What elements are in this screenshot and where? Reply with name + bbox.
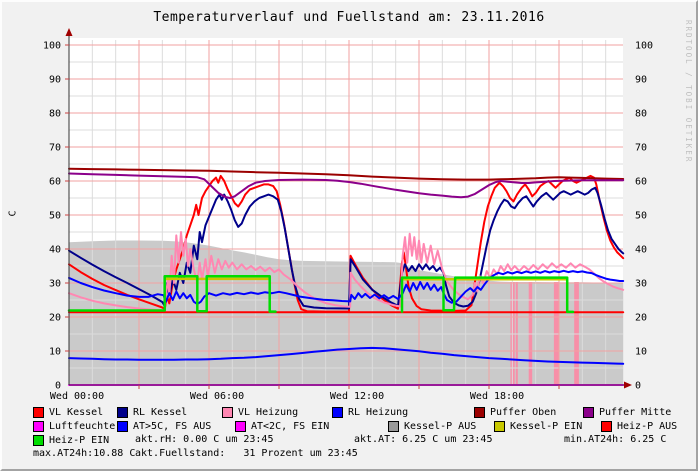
legend-swatch-heiz-p-ein bbox=[33, 434, 44, 446]
y-tick-label-left: 10 bbox=[49, 347, 61, 358]
x-tick-label: Wed 00:00 bbox=[50, 391, 104, 402]
legend-item-vl-kessel: VL Kessel bbox=[33, 406, 103, 418]
x-tick-label: Wed 18:00 bbox=[470, 391, 524, 402]
stat-min-at24h: min.AT24h: 6.25 C bbox=[564, 434, 667, 445]
y-tick-label-right: 70 bbox=[635, 143, 647, 154]
y-tick-label-right: 30 bbox=[635, 279, 647, 290]
y-tick-label-left: 50 bbox=[49, 211, 61, 222]
series-puffer-oben bbox=[68, 167, 625, 181]
y-tick-label-right: 10 bbox=[635, 347, 647, 358]
chart-title: Temperaturverlauf und Fuellstand am: 23.… bbox=[153, 10, 545, 25]
y-tick-label-right: 0 bbox=[635, 381, 641, 392]
y-tick-label-right: 100 bbox=[635, 41, 653, 52]
legend-label: RL Kessel bbox=[133, 406, 188, 418]
legend-item-kessel-p-ein: Kessel-P EIN bbox=[494, 420, 582, 432]
legend-item-heiz-p-aus: Heiz-P AUS bbox=[601, 420, 677, 432]
x-tick-label: Wed 12:00 bbox=[330, 391, 384, 402]
y-tick-label-left: 90 bbox=[49, 75, 61, 86]
legend-item-rl-heizung: RL Heizung bbox=[332, 406, 408, 418]
y-tick-label-right: 50 bbox=[635, 211, 647, 222]
legend-item-rl-kessel: RL Kessel bbox=[117, 406, 187, 418]
x-axis-arrow bbox=[624, 381, 632, 389]
rrdtool-watermark: RRDTOOL / TOBI OETIKER bbox=[684, 20, 693, 164]
y-axis-arrow bbox=[65, 28, 73, 36]
stat-akt-at: akt.AT: 6.25 C um 23:45 bbox=[354, 434, 493, 445]
legend-item-heiz-p-ein: Heiz-P EIN bbox=[33, 434, 109, 446]
legend-item-kessel-p-aus: Kessel-P AUS bbox=[388, 420, 476, 432]
legend-label: Heiz-P EIN bbox=[49, 434, 110, 446]
chart-canvas: 0 0 10 10 20 20 30 30 40 40 50 50 60 60 70 70 80 80 90 90 10… bbox=[43, 28, 653, 402]
series-vl-heizung bbox=[68, 231, 625, 312]
y-tick-label-right: 80 bbox=[635, 109, 647, 120]
y-tick-label-left: 70 bbox=[49, 143, 61, 154]
legend-label: Puffer Oben bbox=[490, 406, 557, 418]
legend-swatch-puffer-mitte bbox=[583, 406, 594, 418]
y-tick-label-right: 20 bbox=[635, 313, 647, 324]
y-tick-label-left: 0 bbox=[55, 381, 61, 392]
legend-item-vl-heizung: VL Heizung bbox=[222, 406, 298, 418]
series-rl-kessel bbox=[68, 186, 625, 310]
y-tick-label-left: 100 bbox=[43, 41, 61, 52]
legend-swatch-at-5c-fs-aus bbox=[117, 420, 128, 432]
legend-label: VL Kessel bbox=[49, 406, 104, 418]
legend-label: Kessel-P EIN bbox=[510, 420, 583, 432]
legend-label: VL Heizung bbox=[238, 406, 299, 418]
series-heiz-p-ein bbox=[67, 274, 277, 313]
y-tick-label-left: 40 bbox=[49, 245, 61, 256]
series-rl-heizung bbox=[68, 269, 625, 306]
y-tick-label-left: 20 bbox=[49, 313, 61, 324]
legend-swatch-vl-kessel bbox=[33, 406, 44, 418]
series-heiz-p-ein bbox=[400, 276, 575, 314]
legend-label: Luftfeuchte bbox=[49, 420, 116, 432]
legend-label: AT<2C, FS EIN bbox=[251, 420, 330, 432]
stat-max-at24h: max.AT24h:10.88 C bbox=[33, 448, 136, 459]
legend-swatch-kessel-p-ein bbox=[494, 420, 505, 432]
legend-label: Puffer Mitte bbox=[599, 406, 672, 418]
legend-swatch-rl-kessel bbox=[117, 406, 128, 418]
legend-item-puffer-mitte: Puffer Mitte bbox=[583, 406, 671, 418]
legend-label: AT>5C, FS AUS bbox=[133, 420, 212, 432]
legend-swatch-vl-heizung bbox=[222, 406, 233, 418]
legend-label: Kessel-P AUS bbox=[404, 420, 477, 432]
y-tick-label-right: 60 bbox=[635, 177, 647, 188]
stat-akt-fuellstand: akt.Fuellstand: 31 Prozent um 23:45 bbox=[135, 448, 358, 459]
legend-label: RL Heizung bbox=[348, 406, 409, 418]
stat-akt-rh: akt.rH: 0.00 C um 23:45 bbox=[135, 434, 274, 445]
y-tick-label-right: 40 bbox=[635, 245, 647, 256]
series-puffer-mitte bbox=[68, 172, 625, 199]
y-tick-label-right: 90 bbox=[635, 75, 647, 86]
legend-swatch-puffer-oben bbox=[474, 406, 485, 418]
legend-label: Heiz-P AUS bbox=[617, 420, 678, 432]
legend-item-at-2c-fs-ein: AT<2C, FS EIN bbox=[235, 420, 329, 432]
legend-swatch-rl-heizung bbox=[332, 406, 343, 418]
legend-swatch-heiz-p-aus bbox=[601, 420, 612, 432]
y-tick-label-left: 30 bbox=[49, 279, 61, 290]
legend-item-at-5c-fs-aus: AT>5C, FS AUS bbox=[117, 420, 211, 432]
series-at-aussentemperatur bbox=[68, 346, 625, 365]
legend-item-puffer-oben: Puffer Oben bbox=[474, 406, 556, 418]
legend-swatch-kessel-p-aus bbox=[388, 420, 399, 432]
y-tick-label-left: 80 bbox=[49, 109, 61, 120]
legend-swatch-luftfeuchte bbox=[33, 420, 44, 432]
series-vl-kessel bbox=[68, 174, 625, 313]
x-tick-label: Wed 06:00 bbox=[190, 391, 244, 402]
legend-swatch-at-2c-fs-ein bbox=[235, 420, 246, 432]
y-tick-label-left: 60 bbox=[49, 177, 61, 188]
legend-item-luftfeuchte: Luftfeuchte bbox=[33, 420, 115, 432]
